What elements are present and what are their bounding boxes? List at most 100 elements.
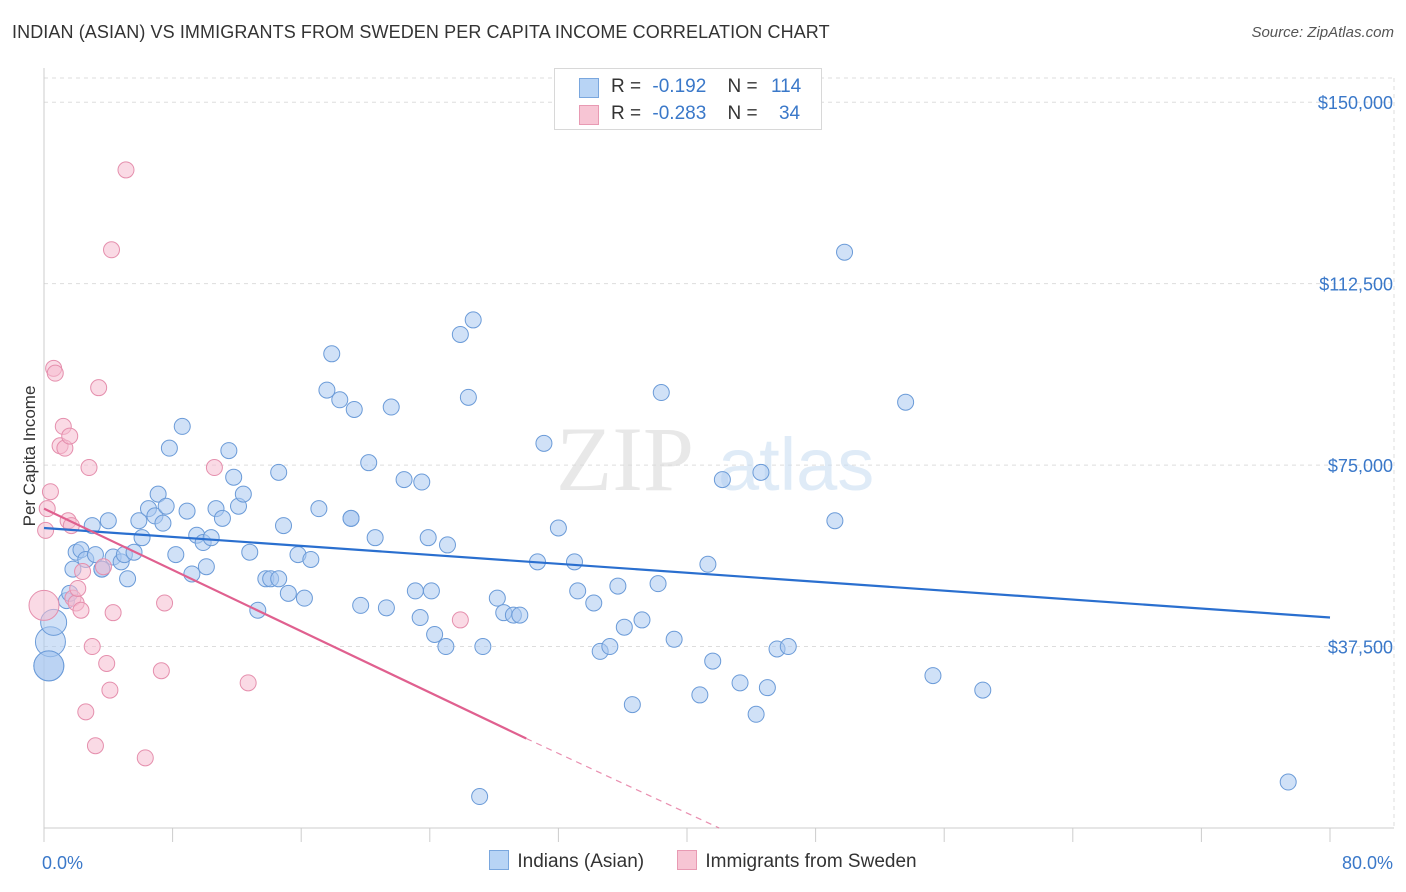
series-legend: Indians (Asian) Immigrants from Sweden: [0, 850, 1406, 873]
indians-point: [302, 550, 320, 568]
indians-point: [779, 638, 797, 656]
sweden-point: [41, 483, 59, 501]
indians-point: [488, 589, 506, 607]
sweden-point: [101, 681, 119, 699]
indians-point: [130, 512, 148, 530]
sweden-point: [239, 674, 257, 692]
indians-point: [202, 529, 220, 547]
indians-point: [197, 558, 215, 576]
x-tick-label-min: 0.0%: [42, 853, 83, 873]
legend-item-sweden[interactable]: Immigrants from Sweden: [677, 850, 917, 873]
indians-point: [474, 638, 492, 656]
watermark-zip: ZIP: [556, 408, 694, 510]
indians-point: [464, 311, 482, 329]
indians-point: [413, 473, 431, 491]
sweden-point: [136, 749, 154, 767]
sweden-point: [46, 364, 64, 382]
data-points: [28, 161, 1297, 806]
sweden-point: [156, 594, 174, 612]
sweden-point: [74, 563, 92, 581]
y-axis-label: Per Capita Income: [20, 386, 39, 527]
indians-point: [438, 536, 456, 554]
indians-point: [279, 584, 297, 602]
indians-point: [366, 529, 384, 547]
y-tick-label: $112,500: [1319, 275, 1393, 295]
trend-lines: [43, 507, 1331, 829]
r-label: R =: [611, 103, 642, 124]
indians-point: [422, 582, 440, 600]
r-label: R =: [611, 76, 642, 97]
indians-point: [173, 417, 191, 435]
indians-legend-swatch: [489, 850, 510, 870]
indians-point: [747, 705, 765, 723]
indians-point: [459, 388, 477, 406]
sweden-point: [90, 379, 108, 397]
sweden-point: [451, 611, 469, 629]
n-value: 114: [770, 76, 802, 97]
indians-point: [160, 439, 178, 457]
source-credit: Source: ZipAtlas.com: [1251, 24, 1394, 41]
indians-point: [295, 589, 313, 607]
indians-point: [665, 630, 683, 648]
indians-point: [451, 325, 469, 343]
indians-point: [426, 625, 444, 643]
indians-point: [549, 519, 567, 537]
sweden-swatch: [579, 105, 599, 125]
indians-point: [33, 650, 65, 682]
indians-point: [649, 575, 667, 593]
sweden-point: [37, 521, 55, 539]
y-tick-label: $75,000: [1328, 456, 1393, 476]
indians-point: [331, 391, 349, 409]
indians-trend-line: [43, 526, 1331, 619]
sweden-point: [98, 654, 116, 672]
indians-point: [213, 509, 231, 527]
indians-point: [220, 442, 238, 460]
indians-point: [270, 463, 288, 481]
indians-point: [352, 596, 370, 614]
indians-point: [565, 553, 583, 571]
legend-item-indians[interactable]: Indians (Asian): [489, 850, 644, 873]
indians-point: [585, 594, 603, 612]
indians-point: [897, 393, 915, 411]
indians-point: [167, 546, 185, 564]
n-value: 34: [778, 103, 801, 124]
sweden-point: [61, 427, 79, 445]
indians-point: [924, 667, 942, 685]
indians-point: [270, 570, 288, 588]
indians-point: [974, 681, 992, 699]
indians-point: [99, 512, 117, 530]
indians-point: [119, 570, 137, 588]
indians-point: [382, 398, 400, 416]
indians-point: [699, 555, 717, 573]
sweden-trend-extension: [525, 737, 720, 829]
indians-point: [377, 599, 395, 617]
indians-point: [609, 577, 627, 595]
sweden-point: [94, 558, 112, 576]
indians-point: [318, 381, 336, 399]
sweden-legend-swatch: [677, 850, 698, 870]
tick-labels: $37,500 $75,000 $112,500 $150,000 0.0% 80.0%: [42, 93, 1393, 873]
watermark-atlas: atlas: [718, 423, 874, 506]
indians-point: [569, 582, 587, 600]
chart-title: INDIAN (ASIAN) VS IMMIGRANTS FROM SWEDEN…: [12, 22, 830, 42]
sweden-point: [205, 459, 223, 477]
indians-point: [652, 384, 670, 402]
indians-point: [713, 471, 731, 489]
r-value: -0.283: [652, 103, 707, 124]
legend-label-sweden: Immigrants from Sweden: [705, 851, 917, 872]
x-tick-label-max: 80.0%: [1342, 853, 1393, 873]
r-value: -0.192: [652, 76, 707, 97]
indians-point: [615, 618, 633, 636]
indians-point: [411, 609, 429, 627]
indians-point: [342, 509, 360, 527]
indians-swatch: [579, 78, 599, 98]
indians-point: [704, 652, 722, 670]
sweden-trend-line: [43, 507, 527, 740]
sweden-point: [83, 638, 101, 656]
indians-point: [1279, 773, 1297, 791]
indians-point: [149, 485, 167, 503]
indians-point: [633, 611, 651, 629]
indians-point: [731, 674, 749, 692]
indians-point: [323, 345, 341, 363]
indians-point: [275, 517, 293, 535]
